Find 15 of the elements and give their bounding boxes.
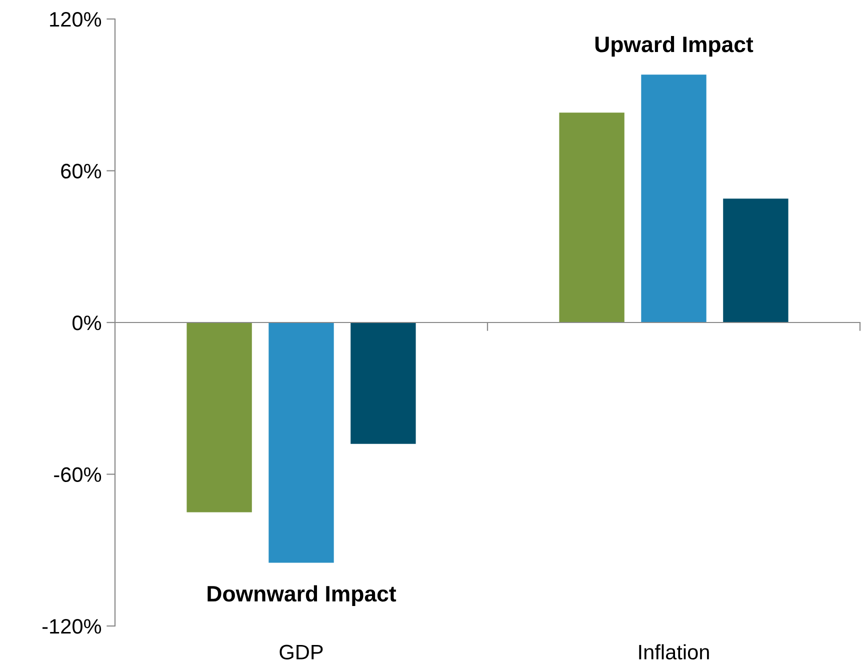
x-tick-label: GDP <box>280 644 323 660</box>
y-tick-label: 0% <box>72 316 102 330</box>
y-tick-label: 60% <box>61 164 102 179</box>
x-tick-label: Inflation <box>639 644 709 660</box>
bar <box>350 322 416 444</box>
bar <box>186 322 252 512</box>
bar <box>559 112 624 322</box>
annotation: Upward Impact <box>595 36 754 57</box>
annotation: Downward Impact <box>208 585 396 606</box>
y-tick-label: -60% <box>54 467 102 482</box>
bar <box>723 198 788 322</box>
y-tick-label: 120% <box>50 12 102 27</box>
bar <box>641 74 706 322</box>
y-tick-label: -120% <box>42 619 102 634</box>
bar <box>268 322 334 563</box>
